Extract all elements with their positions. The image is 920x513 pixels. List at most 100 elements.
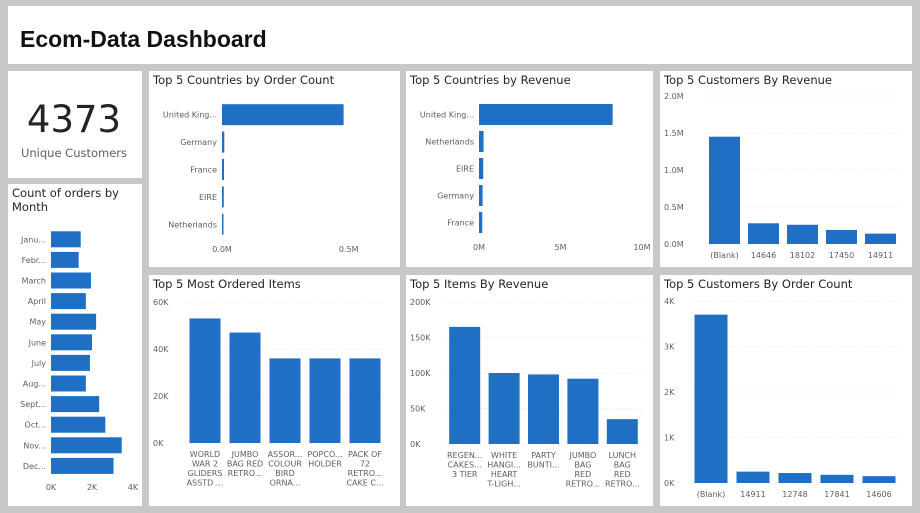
- category-label: Netherlands: [168, 220, 217, 229]
- bar: [222, 131, 225, 153]
- x-tick-label: 0M: [473, 243, 485, 252]
- category-label: EIRE: [456, 165, 474, 174]
- chart-title: Top 5 Customers By Order Count: [664, 277, 853, 291]
- bar: [709, 136, 740, 244]
- category-label: HANGI...: [487, 461, 521, 470]
- bar: [349, 358, 381, 443]
- x-tick-label: 4K: [128, 483, 139, 492]
- bar: [736, 471, 770, 483]
- bar: [229, 332, 261, 443]
- y-tick-label: 0K: [153, 439, 164, 448]
- category-label: 14646: [751, 251, 776, 260]
- y-tick-label: 0K: [410, 440, 421, 449]
- category-label: PACK OF: [348, 450, 382, 459]
- chart-card-items-revenue[interactable]: Top 5 Items By Revenue 0K 50K 100K 150K 200K…: [406, 275, 653, 506]
- category-label: 14606: [866, 490, 891, 499]
- chart-card-countries-revenue[interactable]: Top 5 Countries by Revenue United King..…: [406, 71, 653, 267]
- category-label: 3 TIER: [452, 470, 478, 479]
- bar: [51, 375, 86, 392]
- bar: [865, 233, 896, 244]
- bar: [479, 131, 484, 152]
- category-label: 12748: [782, 490, 807, 499]
- bar: [567, 378, 599, 444]
- bar: [51, 272, 91, 289]
- y-tick-label: 2.0M: [664, 92, 684, 101]
- category-label: 17450: [829, 251, 854, 260]
- category-label: Janu...: [20, 235, 46, 244]
- kpi-card-unique-customers[interactable]: 4373 Unique Customers: [8, 71, 142, 178]
- bar: [51, 416, 106, 433]
- y-tick-label: 0K: [664, 479, 675, 488]
- bar: [778, 472, 812, 483]
- y-tick-label: 2K: [664, 388, 675, 397]
- category-label: April: [28, 297, 46, 306]
- category-label: RETRO...: [605, 480, 640, 489]
- y-tick-label: 20K: [153, 392, 169, 401]
- y-tick-label: 60K: [153, 298, 169, 307]
- bar: [826, 229, 857, 244]
- category-label: Nov...: [23, 441, 46, 450]
- chart-title: Top 5 Customers By Revenue: [664, 73, 832, 87]
- category-label: POPCO...: [307, 450, 342, 459]
- y-tick-label: 0.5M: [664, 203, 684, 212]
- category-label: EIRE: [199, 193, 217, 202]
- category-label: Oct...: [25, 421, 46, 430]
- chart-orders-by-month: Janu... Febr... March April May June July Aug..…: [20, 231, 139, 492]
- kpi-label: Unique Customers: [20, 146, 128, 160]
- category-label: Germany: [437, 192, 474, 201]
- bar: [787, 224, 818, 244]
- category-label: PARTY: [531, 451, 556, 460]
- category-label: CAKE C...: [346, 479, 383, 488]
- category-label: 18102: [790, 251, 815, 260]
- category-label: ASSOR...: [268, 450, 303, 459]
- chart-card-orders-by-month[interactable]: Count of orders by Month Janu... Febr... M…: [8, 184, 142, 506]
- category-label: (Blank): [697, 490, 726, 499]
- category-label: WAR 2: [192, 460, 218, 469]
- chart-card-customers-revenue[interactable]: Top 5 Customers By Revenue 0.0M 0.5M 1.0M 1…: [660, 71, 912, 267]
- bar: [479, 104, 613, 125]
- chart-customers-revenue: 0.0M 0.5M 1.0M 1.5M 2.0M (Blank) 14646 18102 174…: [664, 92, 900, 260]
- bar: [51, 231, 81, 248]
- y-tick-label: 100K: [410, 369, 431, 378]
- y-tick-label: 1.0M: [664, 166, 684, 175]
- category-label: BUNTI...: [527, 461, 559, 470]
- category-label: REGEN...: [447, 451, 482, 460]
- bar: [862, 476, 896, 483]
- category-label: Aug...: [23, 380, 46, 389]
- category-label: March: [22, 277, 46, 286]
- category-label: CAKES...: [448, 461, 482, 470]
- chart-title: Top 5 Countries by Revenue: [410, 73, 571, 87]
- category-label: WHITE: [491, 451, 517, 460]
- bar: [51, 334, 92, 351]
- x-tick-label: 5M: [555, 243, 567, 252]
- category-label: JUMBO: [231, 450, 259, 459]
- y-tick-label: 0.0M: [664, 240, 684, 249]
- bar: [222, 186, 224, 208]
- bar: [51, 313, 97, 330]
- chart-countries-order-count: United King... Germany France EIRE Netherlan…: [163, 104, 359, 254]
- category-label: France: [447, 219, 474, 228]
- category-label: RED: [575, 470, 592, 479]
- category-label: 14911: [740, 490, 765, 499]
- category-label: ORNA...: [270, 479, 301, 488]
- bar: [820, 474, 854, 483]
- bar: [51, 293, 86, 310]
- bar: [222, 159, 225, 180]
- category-label: 72: [360, 460, 370, 469]
- bar: [606, 419, 638, 444]
- bar: [51, 354, 90, 371]
- chart-card-most-ordered-items[interactable]: Top 5 Most Ordered Items 0K 20K 40K 60K WORL…: [149, 275, 400, 506]
- category-label: T-LIGH...: [486, 480, 521, 489]
- category-label: (Blank): [710, 251, 739, 260]
- category-label: France: [190, 166, 217, 175]
- bar: [51, 396, 100, 413]
- bar: [528, 374, 559, 444]
- category-label: ASSTD ...: [187, 479, 224, 488]
- x-tick-label: 0.0M: [212, 245, 232, 254]
- category-label: June: [28, 338, 47, 347]
- chart-card-customers-order-count[interactable]: Top 5 Customers By Order Count 0K 1K 2K 3K 4…: [660, 275, 912, 506]
- chart-card-countries-order-count[interactable]: Top 5 Countries by Order Count United Ki…: [149, 71, 400, 267]
- category-label: COLOUR: [268, 460, 302, 469]
- bar: [269, 358, 301, 443]
